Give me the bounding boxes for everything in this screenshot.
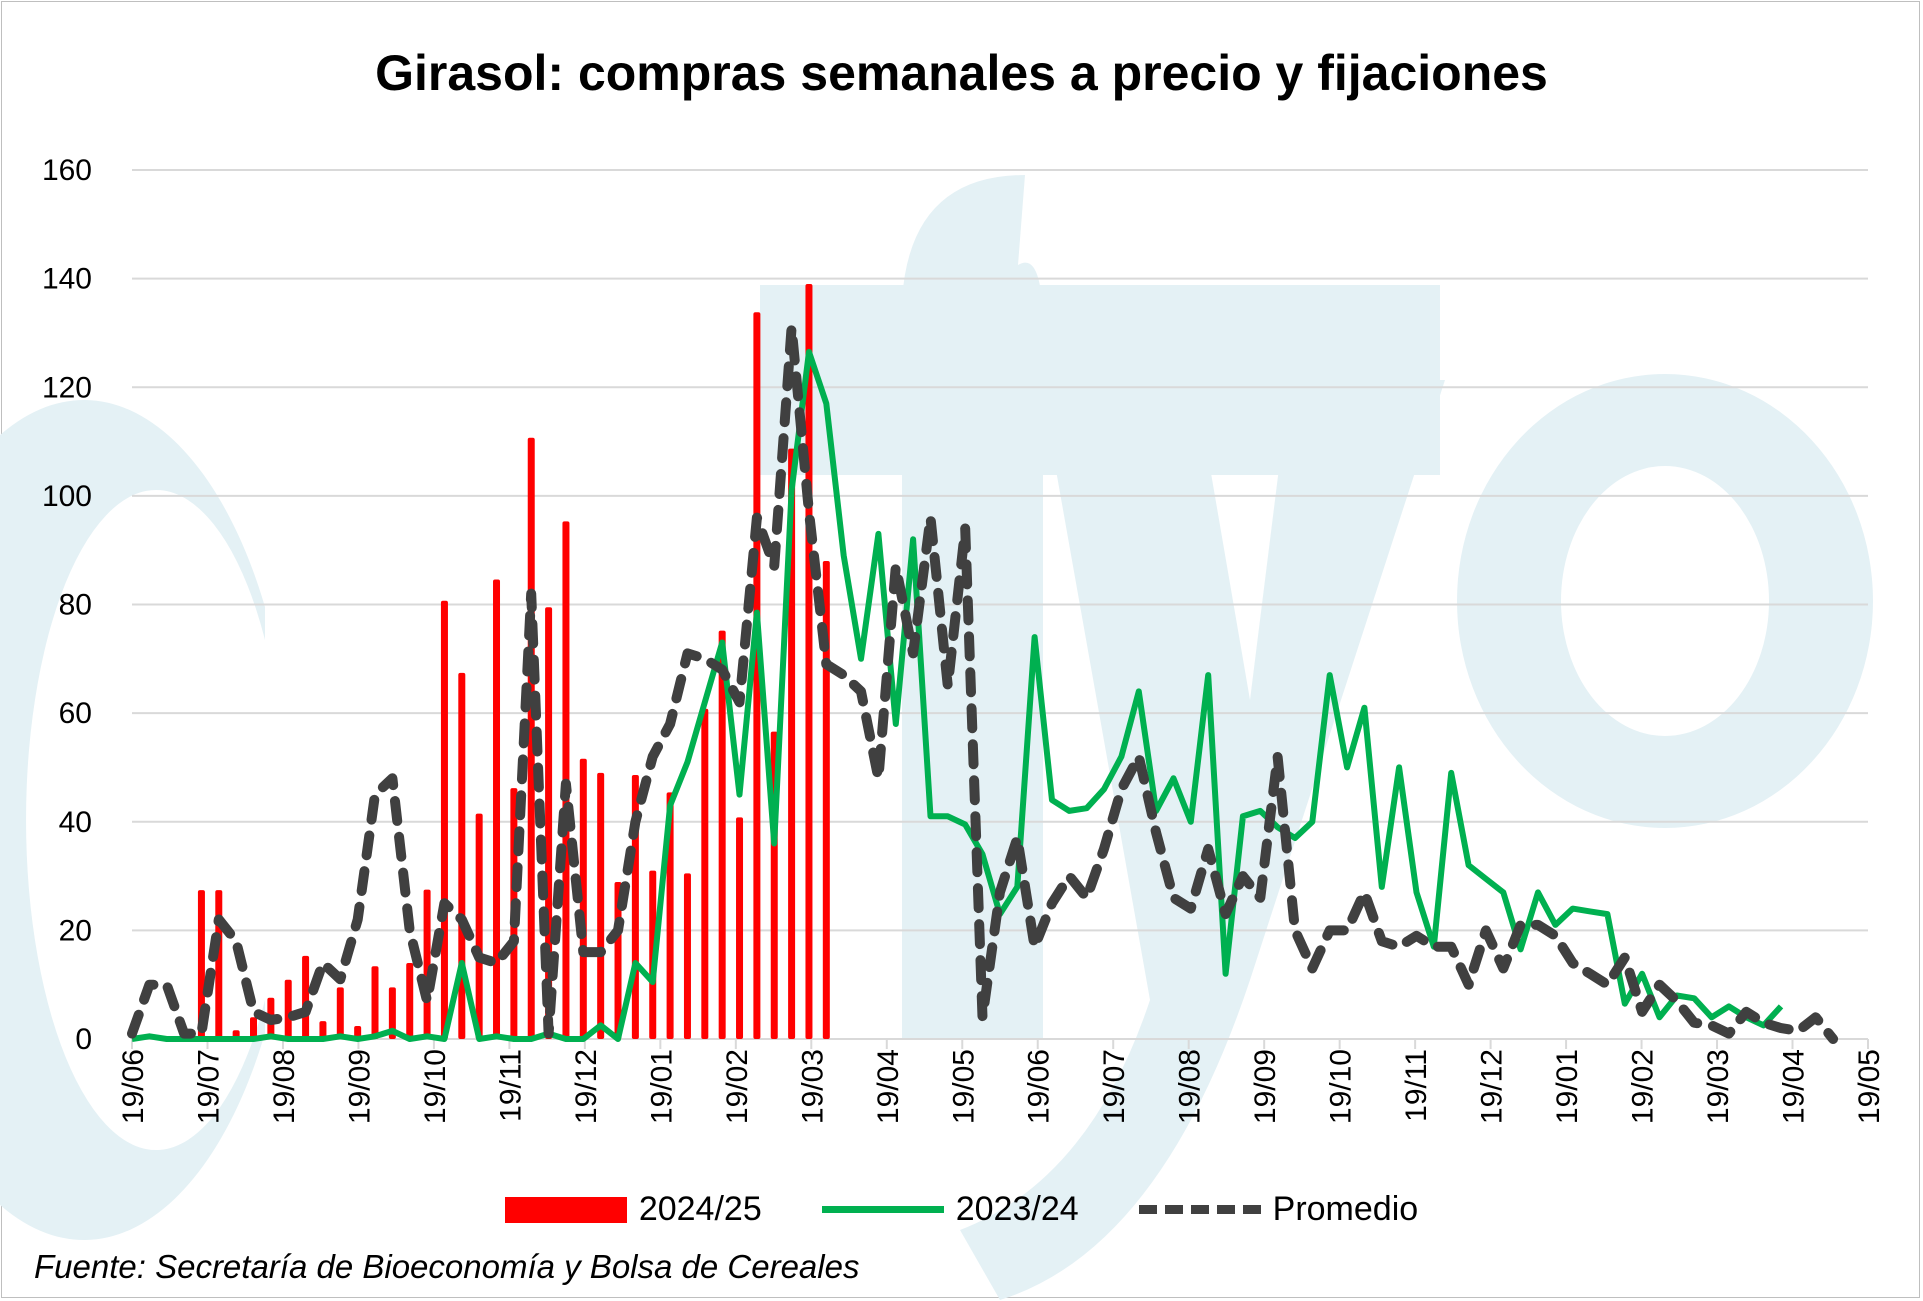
bar: [683, 873, 691, 1039]
legend-swatch-line: [821, 1206, 944, 1213]
bar: [718, 630, 726, 1039]
gridlines: [132, 169, 1868, 932]
y-tick-label: 80: [59, 589, 92, 622]
x-tick-label: 19/10: [1325, 1049, 1358, 1124]
x-tick-label: 19/04: [872, 1049, 905, 1124]
x-tick-label: 19/09: [343, 1049, 376, 1124]
chart-title: Girasol: compras semanales a precio y fi…: [375, 45, 1548, 101]
x-tick-label: 19/07: [192, 1049, 225, 1124]
bar: [822, 561, 830, 1039]
x-tick-label: 19/05: [1853, 1049, 1886, 1124]
x-tick-label: 19/11: [494, 1049, 527, 1122]
x-tick-label: 19/04: [1778, 1049, 1811, 1124]
legend-label: Promedio: [1272, 1190, 1419, 1228]
bar: [197, 890, 205, 1039]
source-note: Fuente: Secretaría de Bioeconomía y Bols…: [34, 1248, 860, 1285]
line-series: [127, 322, 1839, 1044]
x-tick-label: 19/07: [1098, 1049, 1131, 1124]
bar: [701, 708, 709, 1039]
watermark-letter-a: [0, 400, 265, 1240]
y-tick-label: 140: [42, 263, 92, 296]
y-axis-ticks: 0 20 40 60 80 100 120 140 160: [42, 154, 92, 1056]
legend-item-2023-24: 2023/24: [821, 1190, 1079, 1229]
legend: 2024/25 2023/24 Promedio: [0, 1190, 1923, 1229]
bar: [250, 1017, 258, 1039]
bar: [753, 312, 761, 1040]
x-tick-label: 19/10: [419, 1049, 452, 1124]
x-tick-label: 19/03: [796, 1049, 829, 1124]
legend-label: 2024/25: [638, 1190, 762, 1228]
bar: [371, 966, 379, 1039]
bar: [597, 772, 605, 1039]
x-tick-label: 19/12: [570, 1049, 603, 1124]
x-tick-label: 19/02: [1627, 1049, 1660, 1124]
watermark-logo: [0, 175, 1873, 1300]
bar: [493, 579, 501, 1039]
bar: [527, 437, 535, 1039]
bar: [284, 979, 292, 1039]
x-tick-label: 19/08: [268, 1049, 301, 1124]
bar: [805, 284, 813, 1039]
watermark-letter-y: [960, 380, 1445, 1300]
y-tick-label: 120: [42, 371, 92, 404]
y-tick-label: 0: [75, 1023, 92, 1056]
bar: [788, 448, 796, 1039]
line-series-promedio: [127, 322, 1839, 1044]
bar: [215, 890, 223, 1039]
x-tick-label: 19/03: [1702, 1049, 1735, 1124]
bar: [302, 955, 310, 1039]
watermark-letter-f: [760, 175, 1440, 1039]
bar: [666, 792, 674, 1039]
x-tick-label: 19/06: [117, 1049, 150, 1124]
x-tick-label: 19/05: [947, 1049, 980, 1124]
y-tick-label: 40: [59, 806, 92, 839]
y-tick-label: 100: [42, 480, 92, 513]
bar: [475, 813, 483, 1039]
bar: [440, 600, 448, 1039]
legend-label: 2023/24: [955, 1190, 1079, 1228]
bar: [319, 1021, 327, 1039]
x-tick-label: 19/09: [1249, 1049, 1282, 1124]
legend-item-promedio: Promedio: [1138, 1190, 1419, 1229]
x-tick-label: 19/11: [1400, 1049, 1433, 1122]
x-axis: 19/06 19/07 19/08 19/09 19/10 19/11 19/12 19/01…: [117, 1038, 1886, 1124]
bar: [336, 987, 344, 1039]
x-tick-label: 19/02: [721, 1049, 754, 1124]
bar: [423, 889, 431, 1039]
x-tick-label: 19/12: [1476, 1049, 1509, 1124]
legend-swatch-bar: [504, 1196, 627, 1223]
bar: [458, 672, 466, 1039]
x-tick-label: 19/08: [1174, 1049, 1207, 1124]
x-tick-label: 19/01: [645, 1049, 678, 1124]
y-tick-label: 60: [59, 697, 92, 730]
legend-swatch-dashed: [1138, 1205, 1261, 1214]
legend-item-2024-25: 2024/25: [504, 1190, 762, 1229]
line-series-2023-24: [131, 348, 1784, 1042]
bar: [388, 987, 396, 1039]
y-tick-label: 160: [42, 154, 92, 187]
x-tick-label: 19/01: [1551, 1049, 1584, 1124]
y-tick-label: 20: [59, 914, 92, 947]
bar: [406, 962, 414, 1039]
x-tick-label: 19/06: [1023, 1049, 1056, 1124]
watermark-letter-o: [1457, 374, 1873, 828]
bar: [579, 758, 587, 1039]
bar: [736, 817, 744, 1039]
